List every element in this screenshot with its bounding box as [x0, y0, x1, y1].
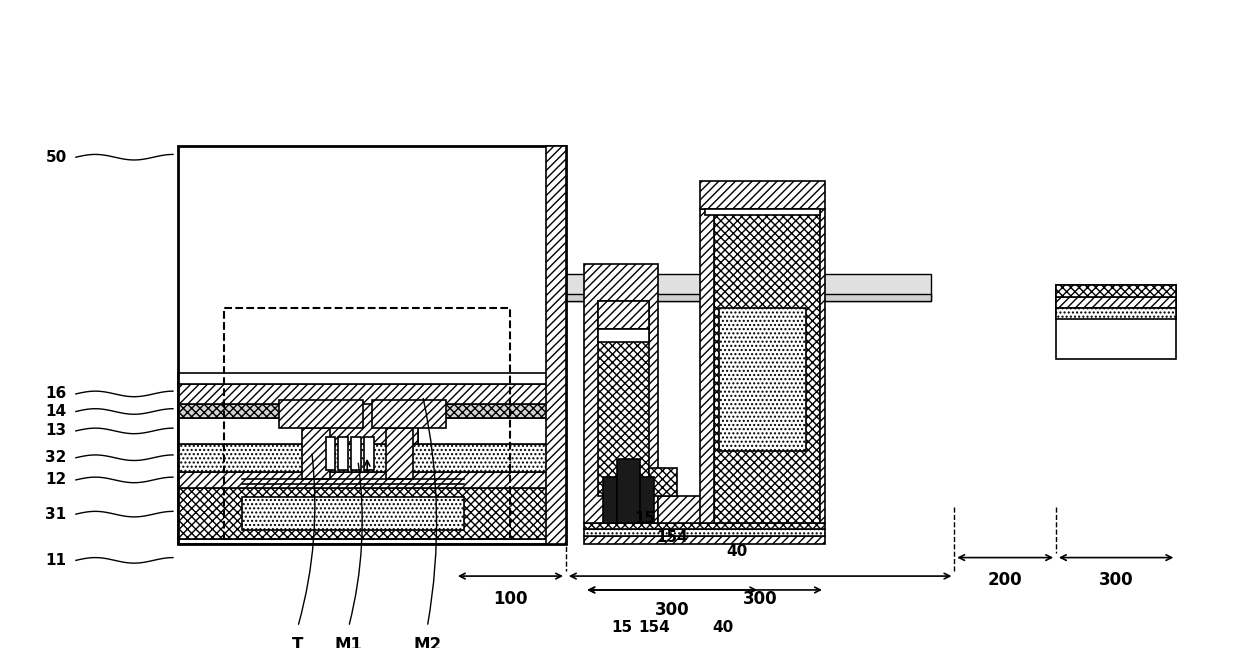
Bar [584, 537, 825, 544]
Text: 300: 300 [1099, 572, 1133, 590]
Bar [386, 428, 413, 479]
Bar [303, 428, 330, 479]
Bar [546, 146, 565, 544]
Bar [177, 418, 326, 444]
Bar [279, 400, 362, 428]
Text: T: T [293, 636, 304, 648]
Bar [418, 418, 565, 444]
Text: 32: 32 [45, 450, 67, 465]
Bar [584, 264, 658, 524]
Bar [714, 209, 820, 524]
Bar [562, 273, 931, 301]
Bar [584, 529, 825, 537]
Bar [584, 524, 825, 529]
Bar [616, 459, 640, 524]
Bar [1056, 308, 1177, 319]
Bar [351, 437, 361, 470]
Bar [365, 437, 373, 470]
Bar [177, 488, 565, 539]
Text: 50: 50 [46, 150, 67, 165]
Bar [1056, 297, 1177, 308]
Text: 40: 40 [713, 619, 734, 634]
Text: 40: 40 [727, 544, 748, 559]
Bar [1056, 285, 1177, 359]
Text: 11: 11 [46, 553, 67, 568]
Text: M2: M2 [413, 636, 441, 648]
Bar [562, 294, 931, 301]
Bar [372, 400, 445, 428]
Bar [177, 444, 565, 472]
Bar [701, 181, 825, 209]
Text: 154: 154 [656, 530, 688, 545]
Text: 14: 14 [46, 404, 67, 419]
Bar [599, 301, 650, 496]
Bar [177, 384, 565, 404]
Text: 200: 200 [988, 572, 1023, 590]
Bar [650, 468, 677, 496]
Bar [820, 209, 825, 524]
Bar [177, 373, 565, 384]
Bar [599, 329, 650, 342]
Bar [718, 308, 806, 451]
Bar [701, 209, 714, 524]
Bar [177, 404, 326, 418]
Bar [224, 308, 511, 539]
Bar [242, 498, 464, 530]
Bar [339, 437, 347, 470]
Bar [603, 477, 653, 524]
Text: 154: 154 [637, 619, 670, 634]
Bar [177, 539, 565, 544]
Bar [177, 472, 565, 488]
Text: 300: 300 [743, 590, 777, 608]
Text: 15: 15 [634, 511, 655, 526]
Bar [177, 146, 565, 544]
Bar [599, 301, 650, 329]
Bar [418, 404, 565, 418]
Text: 16: 16 [46, 386, 67, 401]
Text: 300: 300 [655, 601, 689, 619]
Text: 12: 12 [46, 472, 67, 487]
Text: 15: 15 [611, 619, 632, 634]
Text: 100: 100 [494, 590, 528, 608]
Bar [704, 209, 820, 215]
Bar [1056, 285, 1177, 297]
Bar [326, 393, 418, 444]
Bar [326, 437, 335, 470]
Text: 31: 31 [46, 507, 67, 522]
Bar [658, 496, 733, 524]
Text: M1: M1 [335, 636, 362, 648]
Text: 13: 13 [46, 423, 67, 439]
